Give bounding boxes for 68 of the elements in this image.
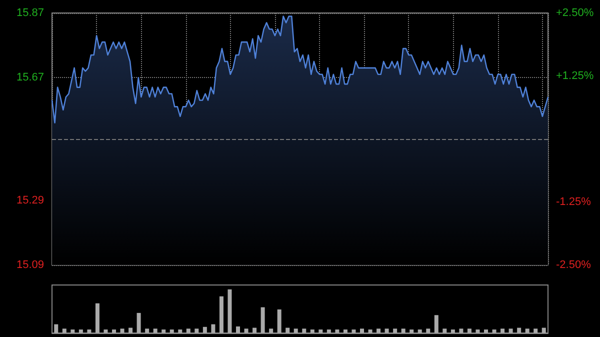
- bar: [410, 330, 414, 333]
- bar: [95, 303, 100, 333]
- bar: [112, 330, 116, 333]
- bar: [450, 330, 455, 333]
- bar: [310, 330, 314, 333]
- bar: [534, 328, 538, 333]
- bar: [252, 328, 257, 333]
- bar: [318, 330, 323, 333]
- bar: [442, 328, 447, 333]
- bar: [434, 315, 438, 333]
- bar: [170, 330, 174, 333]
- bar: [178, 330, 182, 333]
- bar: [54, 324, 58, 333]
- bar: [467, 328, 472, 333]
- bar: [70, 330, 75, 333]
- bar: [418, 330, 422, 333]
- bar: [525, 328, 530, 333]
- y-tick-label: 15.09: [16, 259, 44, 271]
- y-tick-label: 15.87: [16, 7, 44, 19]
- bar: [492, 330, 496, 333]
- bar: [393, 328, 398, 333]
- bar: [360, 328, 364, 333]
- bar: [326, 330, 331, 333]
- bar: [269, 328, 274, 333]
- bar: [476, 330, 480, 333]
- bar: [194, 328, 199, 333]
- bar: [368, 330, 372, 333]
- bar: [128, 328, 133, 333]
- bar: [508, 328, 513, 333]
- bar: [228, 289, 232, 333]
- bar: [186, 328, 190, 333]
- bar: [202, 326, 207, 333]
- bar: [277, 309, 282, 333]
- bar: [500, 328, 505, 333]
- bar: [335, 330, 340, 333]
- bar: [219, 296, 224, 333]
- bar: [162, 330, 166, 333]
- bar: [302, 328, 306, 333]
- bar: [294, 328, 298, 333]
- bar: [343, 330, 348, 333]
- bar: [286, 328, 290, 333]
- bar: [104, 330, 108, 333]
- bar: [244, 328, 248, 333]
- bar: [401, 328, 406, 333]
- bar: [120, 328, 124, 333]
- bar: [542, 328, 546, 333]
- bar: [87, 330, 92, 333]
- y-tick-label: 15.29: [16, 194, 44, 206]
- bar: [236, 326, 240, 333]
- bar: [78, 330, 83, 333]
- y2-tick-label: -2.50%: [556, 259, 592, 271]
- bar: [62, 328, 66, 333]
- y2-tick-label: +2.50%: [556, 7, 594, 19]
- bar: [376, 328, 381, 333]
- y2-tick-label: +1.25%: [556, 70, 594, 82]
- bar: [426, 328, 430, 333]
- bar: [145, 328, 150, 333]
- bar: [211, 324, 216, 333]
- y-tick-label: 15.67: [16, 72, 44, 84]
- bar: [384, 328, 389, 333]
- bar: [153, 328, 158, 333]
- bar: [352, 330, 356, 333]
- bar: [260, 307, 265, 333]
- bar: [459, 328, 464, 333]
- bar: [136, 312, 141, 333]
- bar: [484, 330, 488, 333]
- bar: [517, 328, 522, 333]
- y2-tick-label: -1.25%: [556, 196, 592, 208]
